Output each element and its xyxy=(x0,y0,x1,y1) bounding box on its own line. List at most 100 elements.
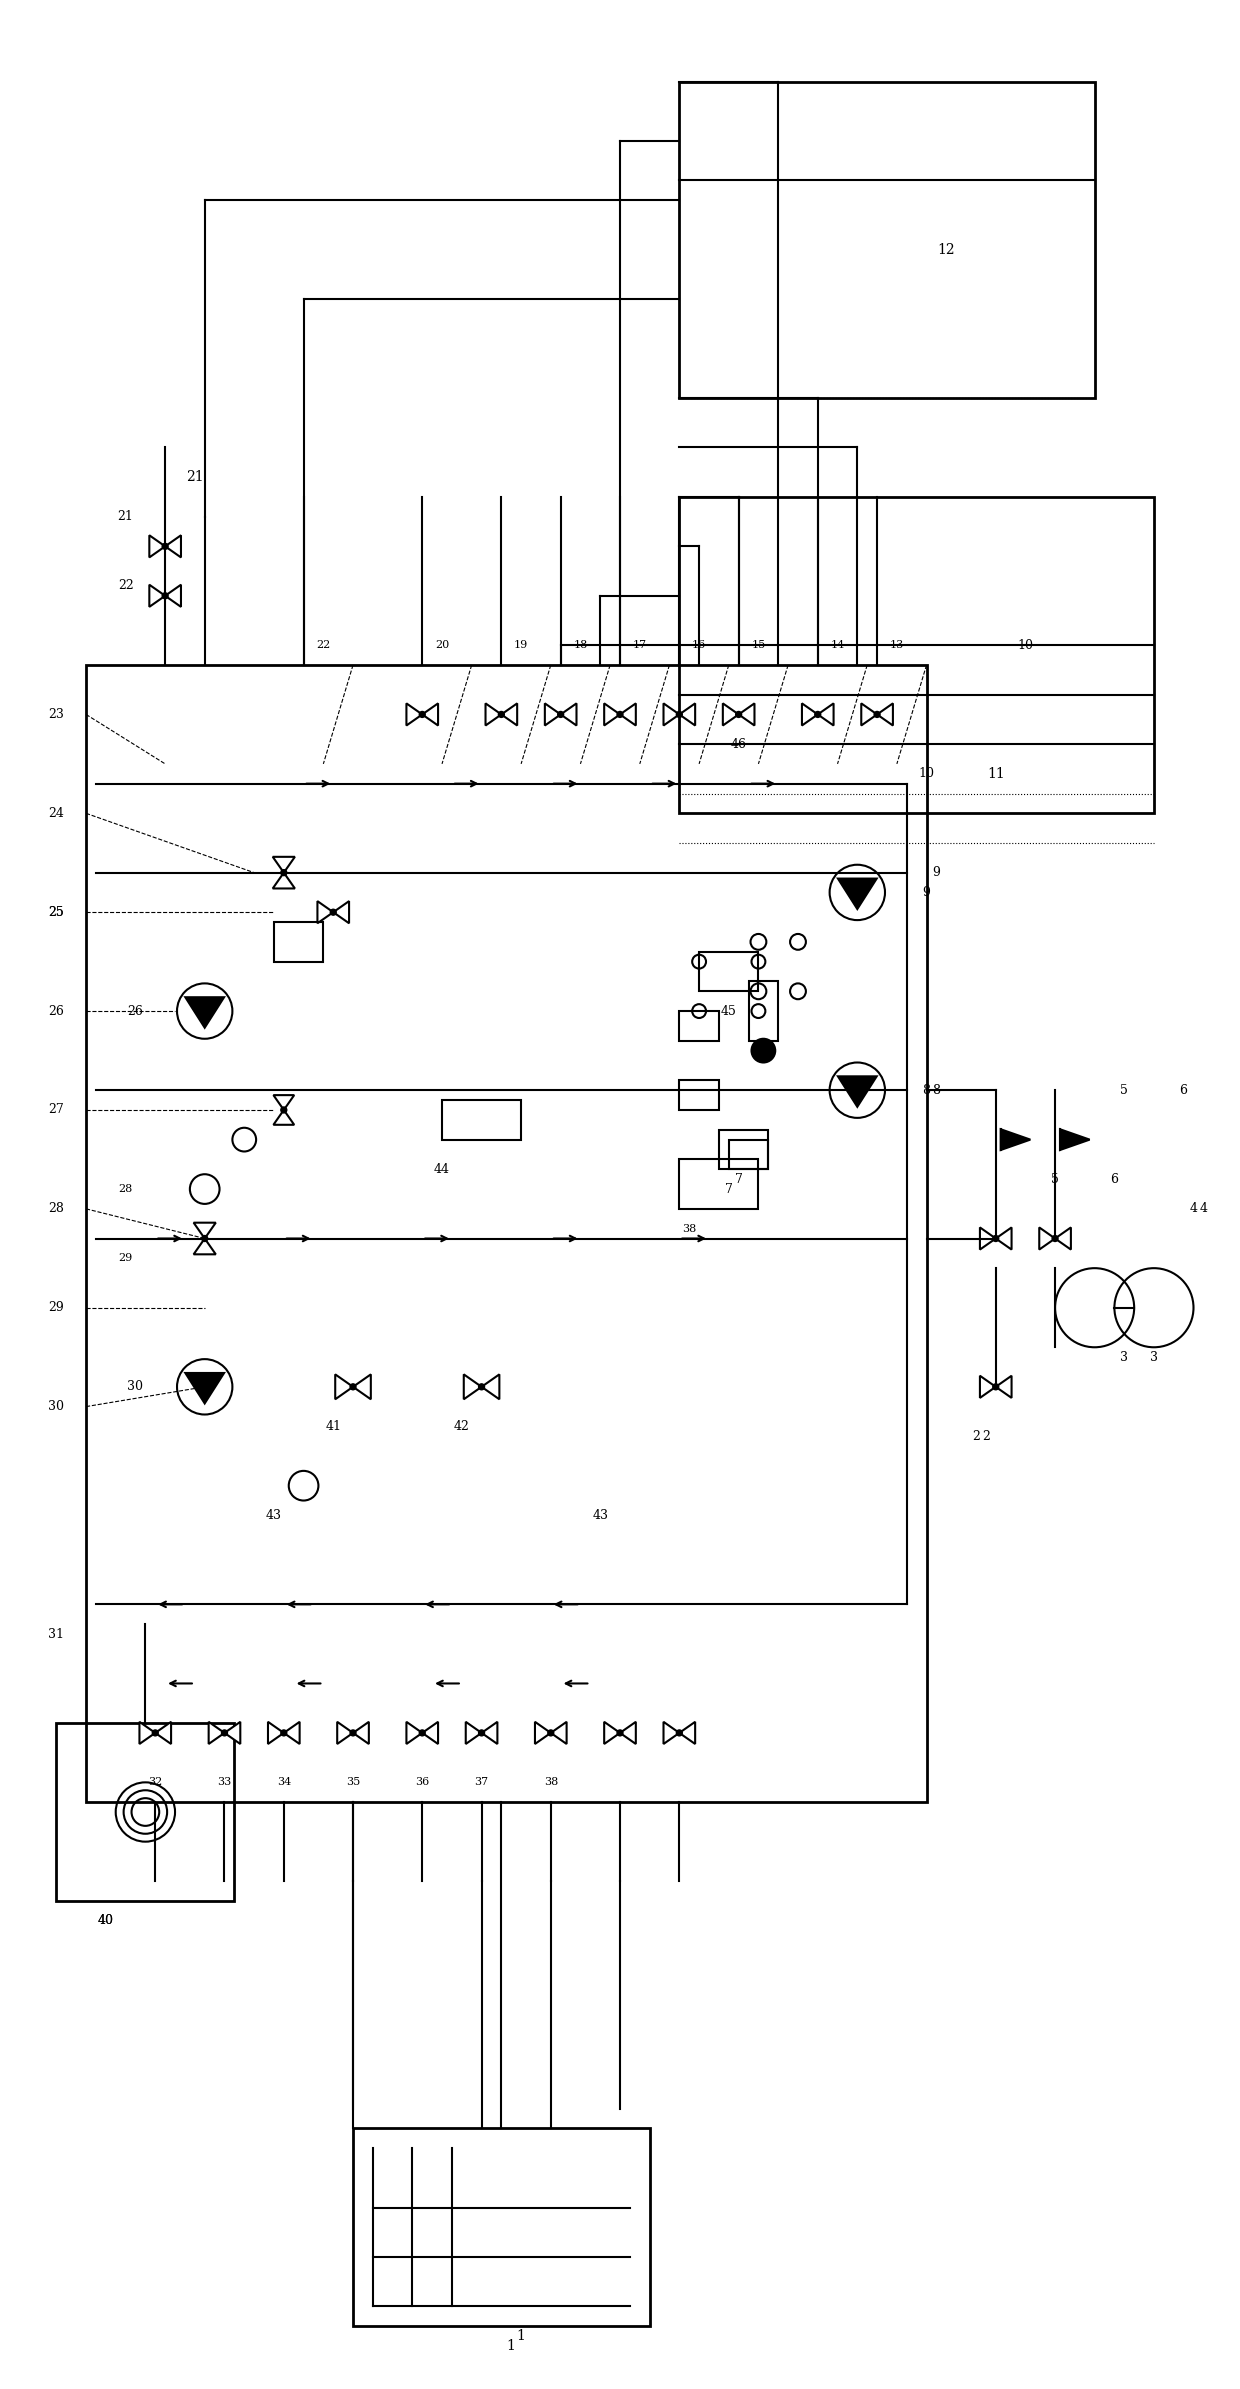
Circle shape xyxy=(735,712,742,717)
Polygon shape xyxy=(423,1722,438,1744)
Polygon shape xyxy=(193,1238,216,1254)
Text: 28: 28 xyxy=(48,1202,64,1216)
Polygon shape xyxy=(838,1077,877,1106)
Polygon shape xyxy=(980,1228,996,1249)
Text: 22: 22 xyxy=(118,581,134,592)
Circle shape xyxy=(280,1106,286,1113)
Text: 42: 42 xyxy=(454,1419,470,1433)
Text: 22: 22 xyxy=(316,640,331,650)
Polygon shape xyxy=(423,702,438,726)
Polygon shape xyxy=(604,1722,620,1744)
Bar xyxy=(56,1722,234,1902)
Text: 3: 3 xyxy=(1149,1350,1158,1364)
Polygon shape xyxy=(165,585,181,607)
Text: 43: 43 xyxy=(593,1510,609,1522)
Polygon shape xyxy=(208,1722,224,1744)
Polygon shape xyxy=(165,535,181,557)
Bar xyxy=(86,664,926,1801)
Text: 2: 2 xyxy=(972,1429,980,1443)
Text: 17: 17 xyxy=(632,640,647,650)
Text: 8: 8 xyxy=(932,1085,940,1097)
Text: 30: 30 xyxy=(128,1381,144,1393)
Polygon shape xyxy=(185,1374,224,1402)
Polygon shape xyxy=(149,535,165,557)
Text: 11: 11 xyxy=(987,767,1004,781)
Text: 44: 44 xyxy=(434,1163,450,1175)
Polygon shape xyxy=(680,702,696,726)
Text: 28: 28 xyxy=(119,1185,133,1194)
Circle shape xyxy=(222,1730,227,1737)
Polygon shape xyxy=(224,1722,241,1744)
Text: 8: 8 xyxy=(923,1085,930,1097)
Circle shape xyxy=(676,712,682,717)
Circle shape xyxy=(751,1039,775,1063)
Text: 34: 34 xyxy=(277,1777,291,1787)
Circle shape xyxy=(177,984,232,1039)
Polygon shape xyxy=(334,901,350,922)
Polygon shape xyxy=(1001,1130,1030,1149)
Circle shape xyxy=(558,712,564,717)
Text: 10: 10 xyxy=(919,767,935,781)
Circle shape xyxy=(548,1730,554,1737)
Polygon shape xyxy=(862,702,877,726)
Text: 26: 26 xyxy=(48,1006,64,1018)
Text: 45: 45 xyxy=(720,1006,737,1018)
Circle shape xyxy=(419,1730,425,1737)
Circle shape xyxy=(202,1235,207,1242)
Polygon shape xyxy=(185,996,224,1027)
Text: 29: 29 xyxy=(119,1254,133,1264)
Circle shape xyxy=(177,1359,232,1414)
Polygon shape xyxy=(501,702,517,726)
Text: 1: 1 xyxy=(507,2339,516,2353)
Circle shape xyxy=(618,712,622,717)
Text: 32: 32 xyxy=(148,1777,162,1787)
Text: 6: 6 xyxy=(1110,1173,1118,1185)
Text: 19: 19 xyxy=(515,640,528,650)
Text: 36: 36 xyxy=(415,1777,429,1787)
Circle shape xyxy=(350,1730,356,1737)
Bar xyxy=(699,951,759,991)
Text: 37: 37 xyxy=(475,1777,489,1787)
Polygon shape xyxy=(802,702,817,726)
Circle shape xyxy=(162,542,169,549)
Polygon shape xyxy=(551,1722,567,1744)
Text: 20: 20 xyxy=(435,640,449,650)
Text: 6: 6 xyxy=(1179,1085,1188,1097)
Text: 21: 21 xyxy=(186,471,203,485)
Bar xyxy=(441,1099,521,1140)
Polygon shape xyxy=(337,1722,353,1744)
Bar xyxy=(680,81,1095,399)
Text: 2: 2 xyxy=(982,1429,990,1443)
Polygon shape xyxy=(544,702,560,726)
Polygon shape xyxy=(663,702,680,726)
Polygon shape xyxy=(996,1376,1012,1398)
Polygon shape xyxy=(464,1374,481,1400)
Polygon shape xyxy=(466,1722,481,1744)
Polygon shape xyxy=(273,858,295,872)
Polygon shape xyxy=(838,879,877,910)
Bar xyxy=(729,1140,769,1168)
Circle shape xyxy=(676,1730,682,1737)
Text: 30: 30 xyxy=(48,1400,64,1414)
Text: 41: 41 xyxy=(325,1419,341,1433)
Text: 27: 27 xyxy=(48,1104,64,1116)
Polygon shape xyxy=(1055,1228,1071,1249)
Text: 26: 26 xyxy=(128,1006,144,1018)
Text: 18: 18 xyxy=(573,640,588,650)
Polygon shape xyxy=(560,702,577,726)
Bar xyxy=(353,2129,650,2327)
Polygon shape xyxy=(1060,1130,1090,1149)
Bar xyxy=(680,497,1154,812)
Polygon shape xyxy=(407,1722,423,1744)
Polygon shape xyxy=(604,702,620,726)
Circle shape xyxy=(830,865,885,920)
Circle shape xyxy=(1052,1235,1058,1242)
Bar xyxy=(719,1130,769,1168)
Text: 10: 10 xyxy=(1017,638,1033,652)
Circle shape xyxy=(280,1730,286,1737)
Circle shape xyxy=(479,1730,485,1737)
Text: 13: 13 xyxy=(890,640,904,650)
Text: 5: 5 xyxy=(1121,1085,1128,1097)
Polygon shape xyxy=(317,901,334,922)
Polygon shape xyxy=(620,1722,636,1744)
